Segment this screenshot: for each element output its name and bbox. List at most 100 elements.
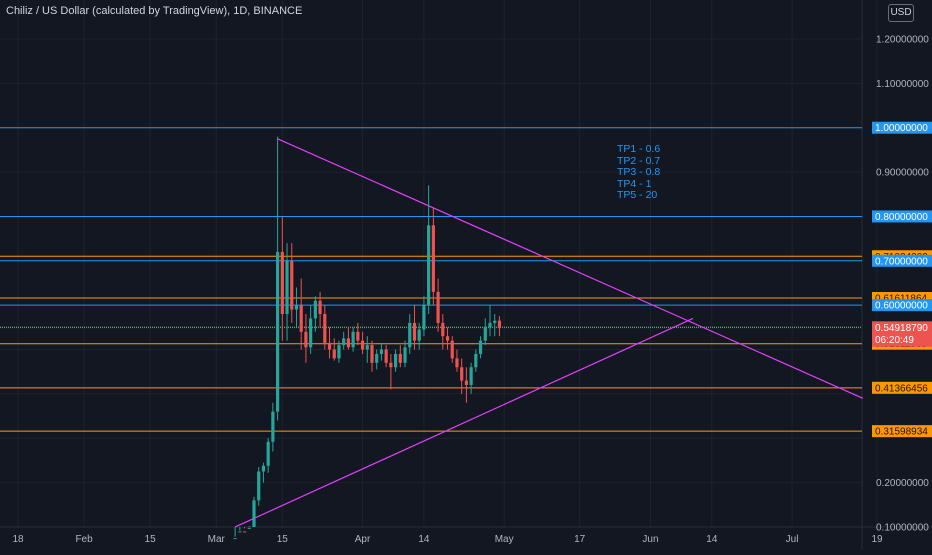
candle-body — [450, 340, 454, 359]
tp-line: TP4 - 1 — [617, 177, 652, 190]
price-level-tag — [872, 121, 932, 134]
candle-body — [370, 345, 374, 363]
price-level-tag-label: 0.31598934 — [875, 427, 928, 438]
price-level-tag-label: 0.61611864 — [875, 294, 928, 305]
chart-title: Chiliz / US Dollar (calculated by Tradin… — [6, 5, 303, 17]
candle-body — [398, 353, 402, 363]
x-tick-label: 18 — [12, 534, 24, 545]
candle-body — [356, 331, 360, 341]
candle-body — [417, 329, 421, 341]
price-level-tag — [872, 425, 932, 438]
tp-line: TP1 - 0.6 — [617, 143, 661, 155]
candle-body — [332, 349, 336, 359]
candle-body — [285, 260, 289, 315]
x-tick-label: 15 — [277, 534, 289, 545]
x-tick-label: 14 — [706, 534, 718, 545]
tp-line: TP5 - 20 — [617, 189, 658, 201]
candle-body — [266, 441, 270, 466]
candle-body — [379, 349, 384, 354]
tp-line: TP2 - 0.7 — [617, 154, 661, 167]
candle-body — [252, 500, 256, 527]
candle-body — [436, 291, 440, 323]
x-tick-label: Apr — [355, 534, 371, 545]
candle-body — [294, 305, 299, 310]
candle-body — [464, 380, 468, 386]
take-profit-note[interactable]: TP1 - 0.6 TP2 - 0.7 TP3 - 0.8 TP4 - 1 TP… — [617, 143, 661, 202]
y-tick-label: 0.20000000 — [876, 478, 929, 489]
price-level-tag-label: 1.00000000 — [875, 123, 928, 134]
candle-body — [365, 345, 369, 350]
y-tick-label: 1.20000000 — [876, 35, 929, 46]
trendline — [277, 138, 864, 399]
x-tick-label: 19 — [871, 534, 883, 545]
candle-body — [422, 305, 426, 330]
candle-body — [261, 465, 266, 472]
price-level-tag — [872, 299, 932, 312]
candle-body — [238, 531, 242, 533]
candle-body — [445, 336, 450, 341]
countdown-label: 06:20:49 — [875, 335, 914, 346]
candle-body — [408, 322, 412, 348]
candle-body — [299, 305, 303, 332]
candle-body — [389, 362, 393, 368]
candle-body — [493, 320, 497, 323]
candle-body — [342, 338, 346, 346]
candle-body — [257, 471, 261, 501]
candle-body — [474, 353, 478, 368]
candle-body — [337, 345, 341, 359]
tp-line: TP3 - 0.8 — [617, 166, 661, 178]
candle-body — [346, 338, 350, 348]
candle-body — [427, 225, 431, 306]
x-tick-label: Jun — [642, 534, 658, 545]
price-level-tag — [872, 210, 932, 223]
price-level-tag-label: 0.60000000 — [875, 301, 928, 312]
trendline — [234, 317, 694, 528]
currency-button[interactable]: USD — [888, 4, 914, 22]
candle-body — [455, 358, 459, 368]
candle-body — [412, 322, 417, 341]
last-price-tag — [872, 321, 932, 347]
candle-body — [403, 347, 407, 363]
candle-body — [360, 340, 365, 350]
x-tick-label: 17 — [574, 534, 586, 545]
candle-body — [276, 251, 280, 412]
last-price-label: 0.54918790 — [875, 323, 928, 334]
x-tick-label: Mar — [208, 534, 226, 545]
price-level-tag-label: 0.41366456 — [875, 383, 928, 394]
candle-body — [394, 353, 398, 368]
y-tick-label: 0.90000000 — [876, 168, 929, 179]
candle-body — [478, 340, 483, 354]
candle-body — [247, 527, 251, 529]
candle-body — [233, 538, 237, 540]
x-tick-label: Feb — [75, 534, 93, 545]
candle-body — [469, 367, 473, 386]
candle-body — [375, 353, 379, 363]
candle-body — [460, 367, 464, 381]
candle-body — [327, 342, 332, 350]
x-tick-label: May — [495, 534, 514, 545]
candle-body — [441, 322, 445, 337]
candle-body — [488, 322, 492, 328]
candle-body — [384, 349, 388, 363]
candle-body — [309, 318, 313, 348]
candle-body — [280, 251, 284, 315]
candle-body — [323, 314, 327, 343]
price-level-tag-label: 0.70000000 — [875, 256, 928, 267]
candle-body — [351, 331, 355, 348]
x-tick-label: 14 — [418, 534, 430, 545]
candle-body — [271, 411, 275, 442]
candle-body — [313, 300, 317, 319]
y-tick-label: 1.10000000 — [876, 79, 929, 90]
price-level-tag-label: 0.80000000 — [875, 212, 928, 223]
candle-body — [242, 531, 247, 533]
candle-body — [304, 331, 308, 348]
candle-body — [318, 300, 322, 315]
y-tick-label: 0.10000000 — [876, 522, 929, 533]
candle-body — [290, 260, 294, 310]
x-tick-label: Jul — [786, 534, 799, 545]
price-level-tag — [872, 254, 932, 267]
x-tick-label: 15 — [145, 534, 157, 545]
